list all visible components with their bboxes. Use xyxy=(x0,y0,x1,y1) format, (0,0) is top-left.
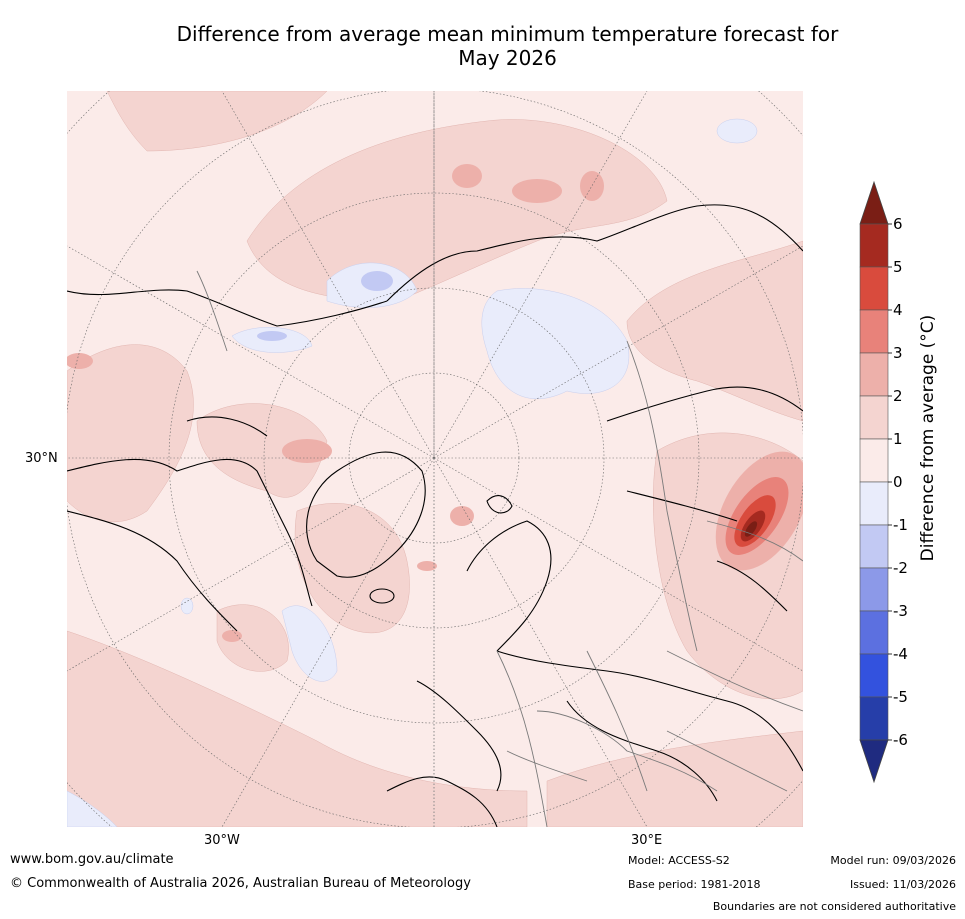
colorbar-box xyxy=(859,266,889,311)
footer-website[interactable]: www.bom.gov.au/climate xyxy=(10,852,174,867)
borders xyxy=(196,270,803,827)
title-line-2: May 2026 xyxy=(458,46,557,70)
colorbar-tick-label: 5 xyxy=(893,258,903,276)
chart-title: Difference from average mean minimum tem… xyxy=(120,22,895,70)
title-line-1: Difference from average mean minimum tem… xyxy=(176,22,839,46)
colorbar-tick-label: -4 xyxy=(893,645,908,663)
colorbar-tick-label: 6 xyxy=(893,215,903,233)
colorbar-tick-label: 0 xyxy=(893,473,903,491)
colorbar-box xyxy=(859,352,889,397)
colorbar-box xyxy=(859,438,889,483)
anomaly-neg-regions xyxy=(67,118,758,827)
footer-copyright: © Commonwealth of Australia 2026, Austra… xyxy=(10,876,471,891)
colorbar-box xyxy=(859,223,889,268)
colorbar-box xyxy=(859,481,889,526)
colorbar-ticks: 6 5 4 3 2 1 0 -1 -2 -3 -4 -5 -6 xyxy=(888,215,908,749)
lat-label-30n: 30°N xyxy=(25,451,58,466)
coastlines xyxy=(67,204,803,827)
colorbar-tick-label: -3 xyxy=(893,602,908,620)
colorbar-tick-label: -1 xyxy=(893,516,908,534)
colorbar-box xyxy=(859,696,889,741)
colorbar-tick-label: 1 xyxy=(893,430,903,448)
colorbar: 6 5 4 3 2 1 0 -1 -2 -3 -4 -5 -6 Difference from aver… xyxy=(859,180,938,784)
colorbar-box xyxy=(859,395,889,440)
footer-issued: Issued: 11/03/2026 xyxy=(849,878,956,891)
colorbar-box xyxy=(859,653,889,698)
colorbar-box xyxy=(859,567,889,612)
forecast-map xyxy=(67,91,803,827)
colorbar-label: Difference from average (°C) xyxy=(918,315,938,562)
colorbar-box xyxy=(859,610,889,655)
colorbar-boxes xyxy=(859,223,889,741)
graticule xyxy=(67,91,803,827)
colorbar-extend-top xyxy=(859,180,889,225)
anomaly-neg-strong xyxy=(257,271,393,341)
lon-label-30e: 30°E xyxy=(631,833,663,848)
footer-model-run: Model run: 09/03/2026 xyxy=(830,854,956,867)
colorbar-tick-label: 4 xyxy=(893,301,903,319)
colorbar-extend-bottom xyxy=(859,739,889,784)
footer-model: Model: ACCESS-S2 xyxy=(628,854,730,867)
anomaly-hotspot xyxy=(725,477,789,555)
footer-disclaimer: Boundaries are not considered authoritat… xyxy=(712,900,956,913)
colorbar-box xyxy=(859,524,889,569)
colorbar-tick-label: -2 xyxy=(893,559,908,577)
colorbar-tick-label: -5 xyxy=(893,688,908,706)
footer-base-period: Base period: 1981-2018 xyxy=(628,878,761,891)
colorbar-tick-label: 3 xyxy=(893,344,903,362)
colorbar-tick-label: -6 xyxy=(893,731,908,749)
colorbar-box xyxy=(859,309,889,354)
lon-label-30w: 30°W xyxy=(204,833,240,848)
colorbar-tick-label: 2 xyxy=(893,387,903,405)
